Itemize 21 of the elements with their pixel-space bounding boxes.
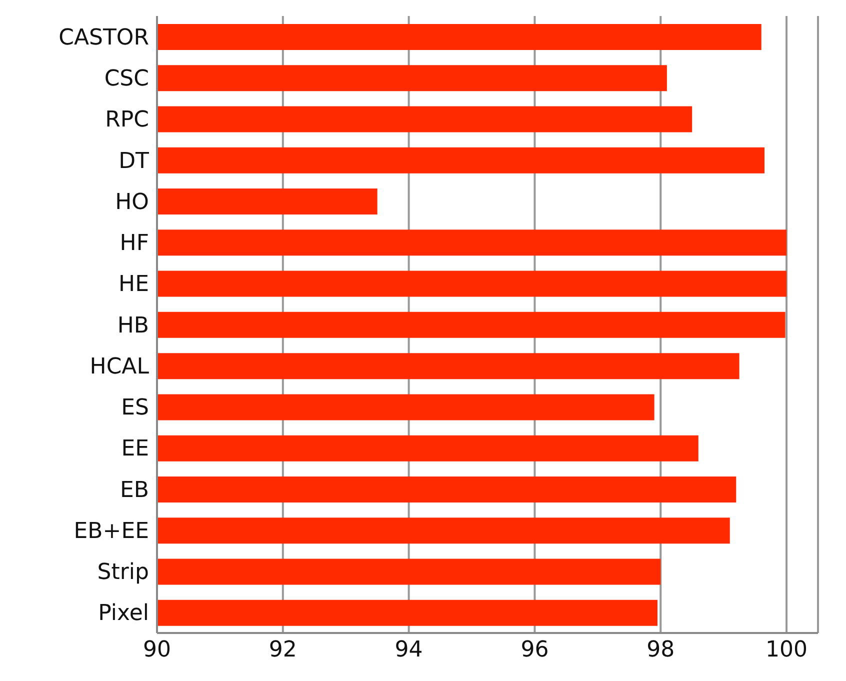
y-tick-label: Strip: [97, 560, 149, 586]
y-tick-label: EE: [121, 436, 149, 462]
y-tick-label: CASTOR: [58, 25, 149, 50]
y-tick-label: HB: [117, 313, 149, 338]
y-tick-label: HO: [115, 190, 149, 215]
y-tick-label: EB: [120, 478, 149, 503]
x-tick-label: 100: [766, 638, 808, 663]
x-tick-label: 90: [143, 638, 171, 663]
x-tick-label: 94: [394, 638, 423, 663]
y-tick-label: DT: [118, 148, 150, 174]
y-tick-label: HF: [120, 231, 149, 256]
x-tick-label: 98: [646, 638, 675, 663]
y-tick-label: EB+EE: [74, 518, 149, 544]
y-tick-label: RPC: [105, 108, 149, 133]
y-tick-label: HE: [118, 272, 149, 298]
y-tick-label: ES: [121, 396, 149, 421]
y-tick-label: Pixel: [98, 601, 149, 626]
x-tick-label: 96: [520, 638, 549, 663]
y-tick-label: HCAL: [90, 354, 150, 380]
y-tick-label: CSC: [104, 66, 149, 92]
x-tick-label: 92: [268, 638, 297, 663]
